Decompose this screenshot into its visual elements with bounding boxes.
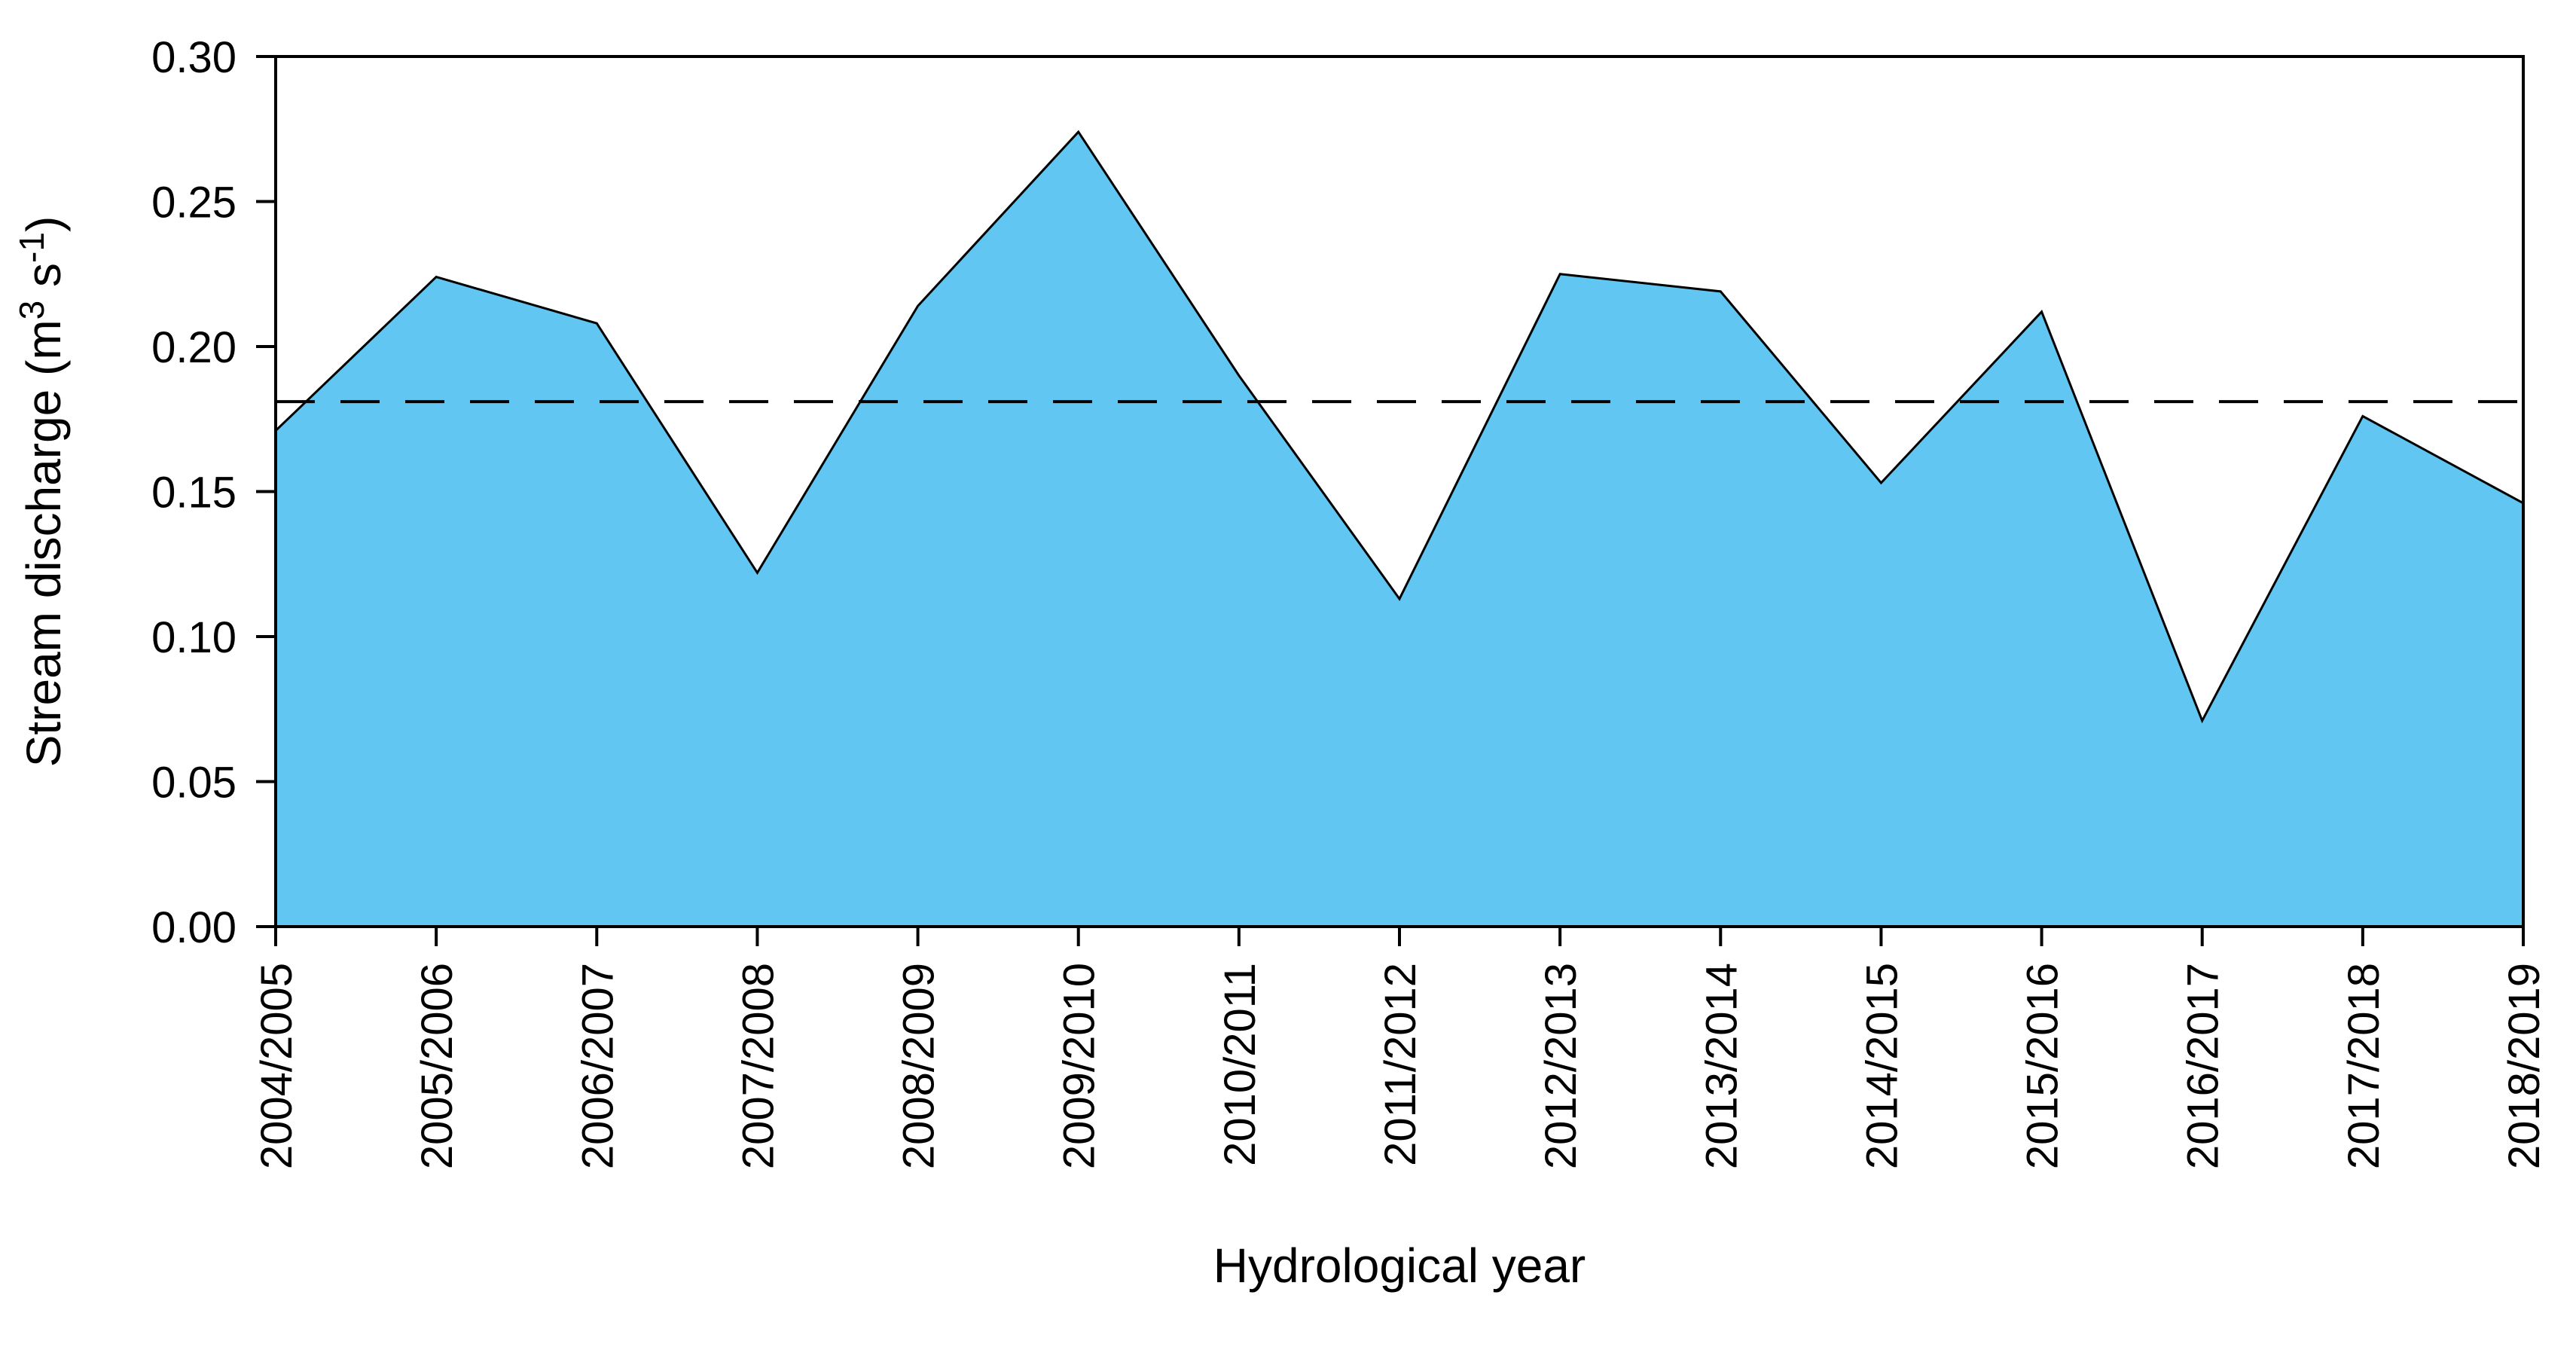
x-axis-tick-label: 2009/2010 bbox=[1055, 963, 1104, 1169]
x-axis-tick-label: 2011/2012 bbox=[1376, 963, 1425, 1166]
x-axis-tick-label: 2015/2016 bbox=[2019, 963, 2068, 1169]
area-series bbox=[274, 130, 2525, 928]
y-axis-tick-label: 0.15 bbox=[151, 469, 237, 518]
x-axis-tick-label: 2014/2015 bbox=[1857, 963, 1906, 1169]
y-axis-tick-label: 0.10 bbox=[151, 613, 237, 662]
y-axis: 0.00 0.05 0.10 0.15 0.20 0.25 0.30 bbox=[151, 33, 276, 952]
x-axis-tick-label: 2008/2009 bbox=[895, 963, 944, 1169]
x-axis-tick-label: 2010/2011 bbox=[1216, 963, 1265, 1166]
y-axis-title: Stream discharge (m3 s-1) bbox=[12, 216, 71, 768]
y-axis-tick-label: 0.00 bbox=[151, 903, 237, 952]
y-axis-tick-label: 0.05 bbox=[151, 759, 237, 808]
x-axis-tick-label: 2006/2007 bbox=[573, 963, 622, 1169]
x-axis-tick-label: 2004/2005 bbox=[252, 963, 301, 1169]
x-axis-tick-label: 2017/2018 bbox=[2339, 963, 2388, 1169]
x-axis-tick-label: 2012/2013 bbox=[1537, 963, 1586, 1169]
x-axis-title: Hydrological year bbox=[1213, 1239, 1586, 1293]
x-axis-tick-label: 2007/2008 bbox=[734, 963, 783, 1169]
x-axis: 2004/2005 2005/2006 2006/2007 2007/2008 2008… bbox=[252, 927, 2549, 1169]
x-axis-tick-label: 2013/2014 bbox=[1697, 963, 1746, 1169]
x-axis-tick-label: 2016/2017 bbox=[2179, 963, 2228, 1169]
y-axis-tick-label: 0.25 bbox=[151, 179, 237, 228]
x-axis-tick-label: 2018/2019 bbox=[2500, 963, 2549, 1169]
x-axis-tick-label: 2005/2006 bbox=[413, 963, 462, 1169]
y-axis-tick-label: 0.20 bbox=[151, 323, 237, 372]
y-axis-tick-label: 0.30 bbox=[151, 33, 237, 82]
